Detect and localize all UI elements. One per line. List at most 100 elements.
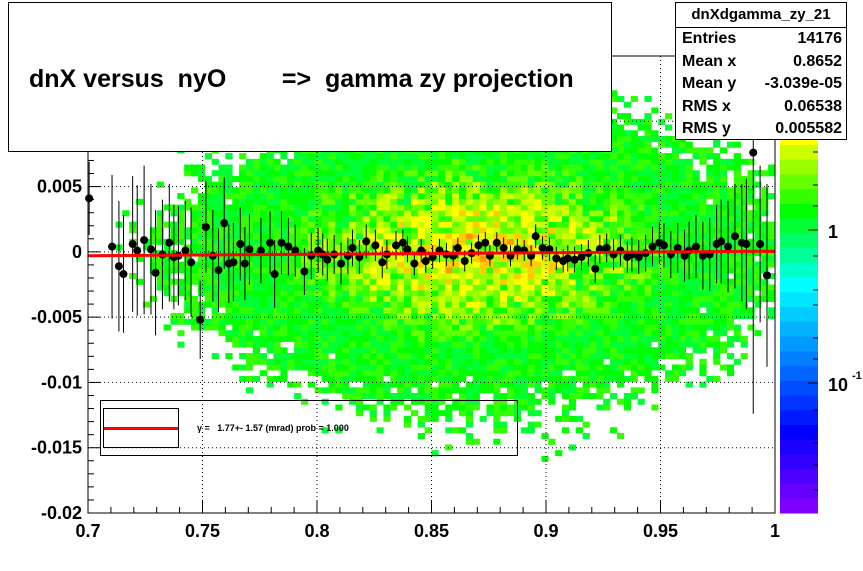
- density-cell: [369, 255, 377, 262]
- density-cell: [417, 267, 425, 274]
- density-cell: [191, 278, 199, 285]
- density-cell: [582, 204, 590, 211]
- density-cell: [191, 187, 199, 194]
- density-cell: [431, 398, 439, 405]
- density-cell: [548, 358, 556, 365]
- density-cell: [294, 227, 302, 234]
- density-cell: [184, 233, 192, 240]
- density-cell: [197, 324, 206, 331]
- density-cell: [713, 193, 721, 200]
- density-cell: [307, 370, 316, 377]
- density-cell: [665, 301, 673, 308]
- density-cell: [369, 375, 377, 382]
- density-cell: [747, 267, 755, 274]
- density-cell: [390, 324, 398, 331]
- density-cell: [630, 221, 638, 228]
- density-cell: [568, 215, 577, 222]
- density-cell: [287, 290, 295, 297]
- density-cell: [383, 267, 391, 274]
- density-cell: [513, 347, 522, 354]
- density-cell: [294, 175, 302, 182]
- density-cell: [404, 415, 412, 422]
- colorbar-swatch: [780, 262, 818, 278]
- density-cell: [321, 330, 329, 337]
- density-cell: [534, 375, 542, 382]
- density-cell: [726, 193, 735, 200]
- density-cell: [596, 301, 604, 308]
- density-cell: [603, 324, 611, 331]
- density-cell: [458, 198, 467, 205]
- density-cell: [513, 324, 522, 331]
- density-cell: [321, 335, 329, 342]
- density-cell: [582, 364, 590, 371]
- density-cell: [493, 187, 501, 194]
- density-cell: [184, 255, 192, 262]
- density-cell: [458, 347, 467, 354]
- density-cell: [678, 181, 686, 188]
- density-cell: [376, 330, 384, 337]
- density-cell: [616, 381, 625, 388]
- density-cell: [637, 353, 645, 360]
- density-cell: [232, 324, 240, 331]
- stats-key: Entries: [682, 30, 737, 47]
- stats-key: RMS y: [682, 120, 731, 137]
- density-cell: [665, 210, 673, 217]
- density-cell: [273, 187, 281, 194]
- density-cell: [266, 193, 274, 200]
- density-cell: [630, 278, 638, 285]
- density-cell: [246, 364, 254, 371]
- density-cell: [300, 210, 309, 217]
- density-cell: [328, 187, 336, 194]
- density-cell: [493, 370, 501, 377]
- density-cell: [507, 164, 515, 171]
- density-cell: [266, 307, 274, 314]
- density-cell: [479, 347, 487, 354]
- density-cell: [355, 410, 364, 417]
- density-cell: [644, 261, 652, 268]
- density-cell: [665, 158, 673, 165]
- density-cell: [733, 324, 741, 331]
- density-cell: [644, 353, 652, 360]
- density-cell: [197, 307, 206, 314]
- density-cell: [342, 290, 350, 297]
- density-cell: [431, 153, 439, 160]
- density-cell: [747, 273, 755, 280]
- density-cell: [472, 158, 480, 165]
- density-cell: [582, 284, 590, 291]
- density-cell: [486, 233, 494, 240]
- density-cell: [658, 175, 666, 182]
- y-tick-label: -0.02: [41, 503, 82, 523]
- density-cell: [479, 158, 487, 165]
- density-cell: [726, 141, 735, 148]
- density-cell: [376, 267, 384, 274]
- density-cell: [733, 210, 741, 217]
- density-cell: [445, 187, 453, 194]
- density-cell: [589, 284, 597, 291]
- density-cell: [589, 221, 597, 228]
- density-cell: [390, 233, 398, 240]
- density-cell: [184, 290, 192, 297]
- density-cell: [534, 324, 542, 331]
- density-cell: [232, 278, 240, 285]
- density-cell: [740, 244, 748, 251]
- density-cell: [520, 370, 528, 377]
- density-cell: [452, 381, 460, 388]
- density-cell: [548, 353, 556, 360]
- density-cell: [294, 204, 302, 211]
- density-cell: [328, 181, 336, 188]
- density-cell: [417, 330, 425, 337]
- density-cell: [541, 387, 549, 394]
- density-cell: [527, 295, 535, 302]
- density-cell: [699, 147, 707, 154]
- density-cell: [369, 290, 377, 297]
- density-cell: [266, 318, 274, 325]
- density-cell: [527, 284, 535, 291]
- density-cell: [610, 324, 618, 331]
- density-cell: [479, 210, 487, 217]
- density-cell: [575, 313, 583, 320]
- density-cell: [397, 204, 405, 211]
- density-cell: [520, 398, 528, 405]
- density-cell: [665, 141, 673, 148]
- density-cell: [136, 278, 144, 285]
- density-cell: [211, 284, 219, 291]
